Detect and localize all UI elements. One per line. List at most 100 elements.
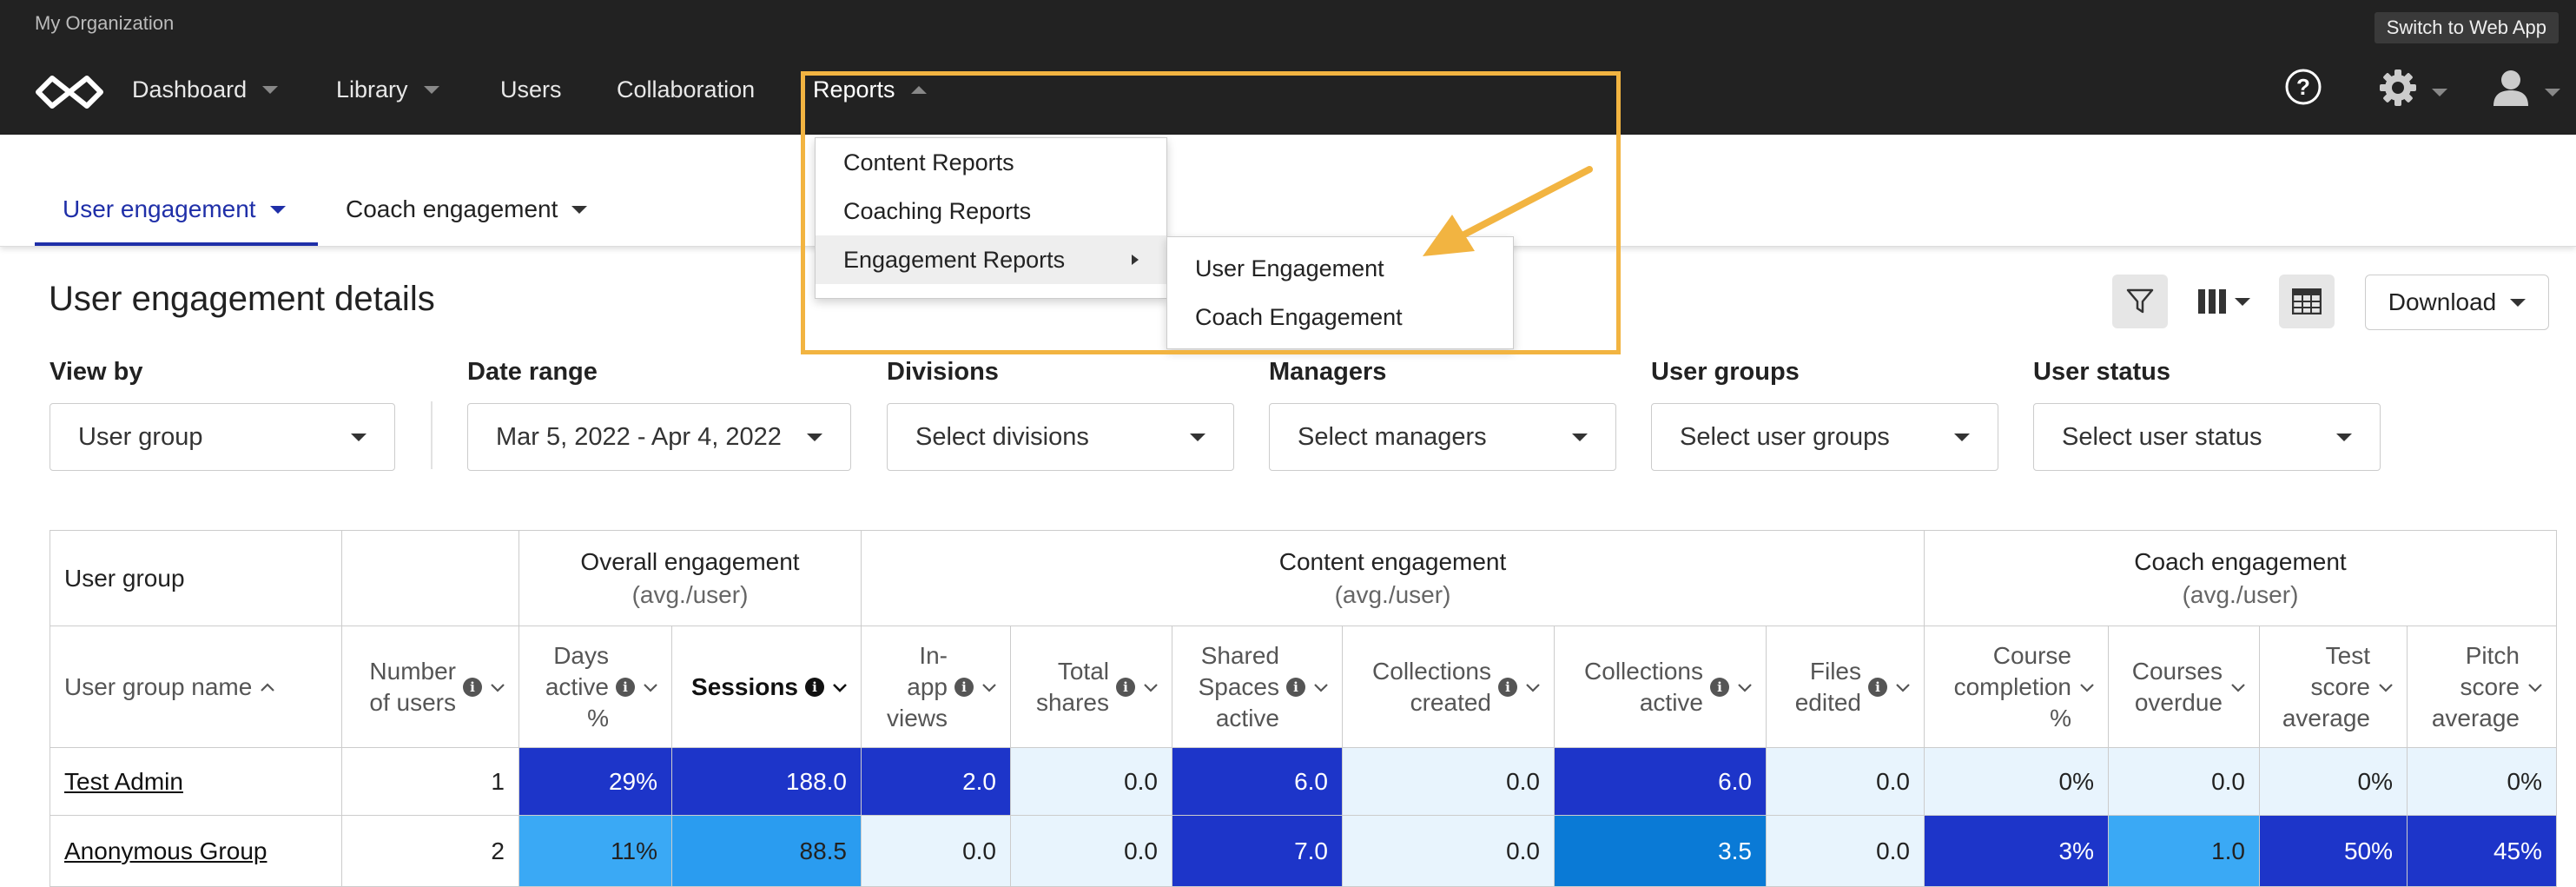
chevron-down-icon <box>262 86 279 94</box>
column-header-label: Number of users <box>369 657 456 716</box>
column-header-collections-active[interactable]: Collections active i <box>1555 626 1767 748</box>
column-header-label: In- app views <box>886 641 948 731</box>
chevron-down-icon <box>2336 433 2352 441</box>
active-tab-indicator <box>35 242 318 246</box>
column-header-courses-overdue[interactable]: Courses overdue <box>2109 626 2260 748</box>
columns-button[interactable] <box>2189 275 2258 328</box>
submenu-item-user-engagement[interactable]: User Engagement <box>1195 255 1384 281</box>
highlight-annotation-box <box>801 71 1621 354</box>
user-status-select[interactable]: Select user status <box>2033 403 2381 471</box>
chevron-down-icon <box>1144 683 1158 692</box>
nav-dashboard[interactable]: Dashboard <box>132 76 279 103</box>
view-by-select[interactable]: User group <box>50 403 395 471</box>
column-header-in-app-views[interactable]: In- app views i <box>862 626 1011 748</box>
group-header-coach-sub: (avg./user) <box>2182 580 2299 608</box>
column-header-files-edited[interactable]: Files edited i <box>1767 626 1925 748</box>
column-header-test-score-average[interactable]: Test score average <box>2260 626 2408 748</box>
column-header-collections-created[interactable]: Collections created i <box>1343 626 1555 748</box>
column-header-user-group-name[interactable]: User group name <box>50 626 342 748</box>
table-view-button[interactable] <box>2279 275 2335 328</box>
column-header-shared-spaces-active[interactable]: Shared Spaces active i <box>1172 626 1343 748</box>
menu-item-coaching-reports[interactable]: Coaching Reports <box>843 197 1032 224</box>
filter-label-view-by: View by <box>50 358 143 386</box>
page-title: User engagement details <box>49 280 435 318</box>
table-cell: 2.0 <box>862 748 1011 816</box>
divider <box>431 401 433 469</box>
table-row-name-link[interactable]: Anonymous Group <box>50 816 342 887</box>
menu-item-engagement-reports[interactable]: Engagement Reports <box>816 235 1166 284</box>
column-header-days-active[interactable]: Days active % i <box>519 626 672 748</box>
managers-select[interactable]: Select managers <box>1269 403 1616 471</box>
table-cell: 88.5 <box>672 816 862 887</box>
nav-library[interactable]: Library <box>336 76 439 103</box>
nav-users[interactable]: Users <box>500 76 562 103</box>
table-cell: 50% <box>2260 816 2408 887</box>
chevron-down-icon <box>1572 433 1588 441</box>
menu-item-content-reports[interactable]: Content Reports <box>843 149 1014 175</box>
column-header-label: Shared Spaces active <box>1198 641 1279 731</box>
chevron-down-icon <box>982 683 996 692</box>
table-cell: 6.0 <box>1172 748 1343 816</box>
table-cell: 0.0 <box>2109 748 2260 816</box>
columns-icon <box>2198 289 2226 314</box>
chevron-down-icon <box>2528 683 2542 692</box>
chevron-down-icon <box>1738 683 1752 692</box>
info-icon[interactable]: i <box>805 677 824 697</box>
filter-button[interactable] <box>2112 275 2168 328</box>
chevron-down-icon <box>423 86 439 94</box>
column-header-sessions[interactable]: Sessions i <box>672 626 862 748</box>
column-header-label: Course completion % <box>1953 641 2071 731</box>
column-header-number-of-users[interactable]: Number of users i <box>342 626 519 748</box>
chevron-down-icon <box>2379 683 2393 692</box>
info-icon[interactable]: i <box>1116 677 1135 697</box>
user-groups-value: Select user groups <box>1680 422 1890 451</box>
help-icon[interactable]: ? <box>2284 68 2322 106</box>
column-header-label: Courses overdue <box>2131 657 2223 716</box>
table-cell: 0.0 <box>1343 748 1555 816</box>
column-header-total-shares[interactable]: Total shares i <box>1011 626 1172 748</box>
table-cell: 3.5 <box>1555 816 1767 887</box>
info-icon[interactable]: i <box>463 677 482 697</box>
table-cell: 0.0 <box>1011 816 1172 887</box>
info-icon[interactable]: i <box>1498 677 1517 697</box>
table-cell: 0.0 <box>1767 748 1925 816</box>
column-header-pitch-score-average[interactable]: Pitch score average <box>2408 626 2557 748</box>
info-icon[interactable]: i <box>954 677 974 697</box>
chevron-up-icon <box>910 86 927 94</box>
table-row-name-link[interactable]: Test Admin <box>50 748 342 816</box>
table-cell: 3% <box>1925 816 2109 887</box>
column-header-label: User group name <box>64 672 253 700</box>
date-range-select[interactable]: Mar 5, 2022 - Apr 4, 2022 <box>467 403 851 471</box>
table-cell: 0.0 <box>1011 748 1172 816</box>
nav-reports[interactable]: Reports <box>813 76 927 103</box>
info-icon[interactable]: i <box>616 677 635 697</box>
column-header-label: Collections created <box>1372 657 1491 716</box>
table-cell: 0% <box>1925 748 2109 816</box>
info-icon[interactable]: i <box>1710 677 1729 697</box>
tab-coach-engagement[interactable]: Coach engagement <box>346 195 588 223</box>
column-header-course-completion[interactable]: Course completion % <box>1925 626 2109 748</box>
chevron-down-icon <box>269 205 286 214</box>
logo-icon[interactable] <box>35 73 104 111</box>
tab-user-engagement[interactable]: User engagement <box>63 195 286 223</box>
nav-dashboard-label: Dashboard <box>132 76 248 103</box>
filter-label-managers: Managers <box>1269 358 1387 386</box>
info-icon[interactable]: i <box>1868 677 1887 697</box>
engagement-reports-submenu: User Engagement Coach Engagement <box>1166 236 1514 349</box>
info-icon[interactable]: i <box>1286 677 1305 697</box>
chevron-right-icon <box>1132 255 1139 265</box>
switch-to-web-app-button[interactable]: Switch to Web App <box>2374 12 2559 43</box>
group-header-content-sub: (avg./user) <box>1334 580 1451 608</box>
filter-label-divisions: Divisions <box>887 358 999 386</box>
submenu-item-coach-engagement[interactable]: Coach Engagement <box>1195 303 1403 330</box>
column-header-label: Days active % <box>545 641 609 731</box>
column-header-label: Pitch score average <box>2431 641 2520 731</box>
user-icon[interactable] <box>2491 68 2531 108</box>
divisions-select[interactable]: Select divisions <box>887 403 1234 471</box>
user-groups-select[interactable]: Select user groups <box>1651 403 1998 471</box>
nav-collaboration[interactable]: Collaboration <box>617 76 755 103</box>
annotation-arrow-icon <box>1423 166 1593 256</box>
download-button[interactable]: Download <box>2365 275 2549 330</box>
divisions-value: Select divisions <box>915 422 1089 451</box>
gear-icon[interactable] <box>2378 68 2418 108</box>
